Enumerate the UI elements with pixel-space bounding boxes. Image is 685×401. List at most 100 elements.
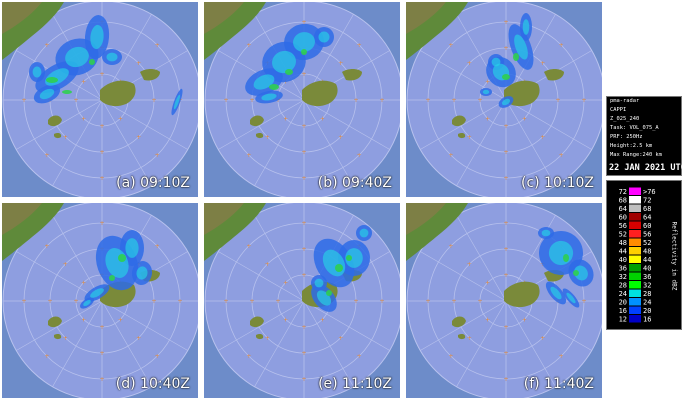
grid-ray [505, 99, 556, 186]
legend-swatch [629, 272, 641, 280]
grid-marker: + [301, 220, 306, 227]
grid-ray [420, 300, 507, 351]
grid-marker: + [21, 97, 26, 104]
formentera-island [458, 334, 466, 340]
grid-marker: + [451, 97, 456, 104]
ibiza-island [48, 316, 62, 328]
precip-echo-core [346, 255, 352, 261]
legend-title-box: Reflectivity in dBZ [668, 189, 680, 323]
grid-marker: + [155, 152, 160, 159]
legend-title: Reflectivity in dBZ [670, 221, 678, 291]
precip-echo-moderate [550, 286, 562, 300]
legend-high-value: 20 [643, 307, 651, 315]
grid-marker: + [301, 19, 306, 26]
legend-high-value: 36 [643, 273, 651, 281]
grid-marker: + [73, 97, 78, 104]
grid-marker: + [223, 298, 228, 305]
grid-marker: + [301, 324, 306, 331]
mallorca-island [302, 80, 338, 107]
legend-swatch [629, 187, 641, 195]
grid-marker: + [467, 60, 472, 67]
grid-marker: + [485, 280, 490, 287]
panel-time-label: (c) 10:10Z [520, 175, 594, 191]
grid-marker: + [177, 298, 182, 305]
radar-image: ++++++++++++++++++++++++ [406, 203, 602, 398]
grid-marker: + [246, 152, 251, 159]
grid-marker: + [47, 298, 52, 305]
grid-marker: + [283, 280, 288, 287]
legend-low-value: 64 [619, 205, 627, 213]
radar-panel: ++++++++++++++++++++++++(a) 09:10Z [2, 2, 198, 197]
mainland-relief [406, 2, 446, 34]
legend-high-value: 56 [643, 231, 651, 239]
grid-ray [16, 300, 103, 351]
precip-echo-moderate [574, 265, 588, 281]
grid-marker: + [63, 335, 68, 342]
legend-high-value: 24 [643, 299, 651, 307]
legend-swatch [629, 247, 641, 255]
grid-marker: + [301, 123, 306, 130]
precip-echo-core [269, 84, 279, 90]
precip-echo-moderate [314, 278, 324, 288]
grid-marker: + [581, 298, 586, 305]
grid-marker: + [99, 324, 104, 331]
grid-ray [101, 99, 188, 150]
legend-high-value: 28 [643, 290, 651, 298]
reflectivity-legend: 72 >76 68 72 64 68 60 64 56 60 52 56 48 52 44 48 40 44 36 4… [606, 180, 682, 330]
precip-echo-moderate [491, 57, 501, 67]
grid-ray [456, 99, 507, 186]
grid-marker: + [301, 272, 306, 279]
legend-swatch [629, 255, 641, 263]
panel-time-label: (a) 09:10Z [116, 175, 190, 191]
grid-marker: + [63, 134, 68, 141]
legend-low-value: 60 [619, 214, 627, 222]
precip-echo-moderate [136, 266, 148, 280]
precip-echo-core [573, 270, 579, 276]
legend-high-value: 64 [643, 214, 651, 222]
info-max-range: Max Range:240 km [610, 152, 662, 158]
grid-marker: + [151, 298, 156, 305]
grid-ray [456, 300, 507, 387]
grid-marker: + [540, 60, 545, 67]
grid-marker: + [301, 71, 306, 78]
grid-ray [303, 300, 390, 351]
panel-time-label: (b) 09:40Z [317, 175, 392, 191]
formentera-island [54, 133, 62, 139]
grid-marker: + [44, 353, 49, 360]
ibiza-island [250, 115, 264, 127]
radar-panel: ++++++++++++++++++++++++(f) 11:40Z [406, 203, 602, 398]
grid-ray [303, 99, 390, 150]
grid-marker: + [320, 115, 325, 122]
grid-marker: + [379, 298, 384, 305]
grid-marker: + [301, 246, 306, 253]
info-date: 22 JAN 2021 UTC [609, 163, 685, 173]
legend-low-value: 44 [619, 248, 627, 256]
grid-ray [101, 300, 152, 387]
legend-high-value: 60 [643, 222, 651, 230]
grid-marker: + [485, 316, 490, 323]
legend-swatch [629, 204, 641, 212]
grid-marker: + [559, 42, 564, 49]
legend-low-value: 48 [619, 239, 627, 247]
grid-marker: + [151, 97, 156, 104]
grid-ray [254, 99, 305, 186]
grid-marker: + [265, 261, 270, 268]
legend-high-value: 68 [643, 205, 651, 213]
grid-marker: + [581, 97, 586, 104]
grid-marker: + [503, 376, 508, 383]
mallorca-island [504, 281, 540, 308]
precip-echo-moderate [482, 89, 490, 95]
grid-marker: + [118, 115, 123, 122]
ibiza-island [452, 316, 466, 328]
grid-marker: + [425, 97, 430, 104]
precip-echo-core [502, 74, 510, 80]
grid-marker: + [44, 243, 49, 250]
panel-time-label: (d) 10:40Z [115, 376, 190, 392]
grid-marker: + [357, 42, 362, 49]
grid-marker: + [503, 246, 508, 253]
grid-marker: + [467, 261, 472, 268]
legend-low-value: 68 [619, 197, 627, 205]
radar-info-box: pma-radar CAPPI Z_025_240 Task: VOL_075_… [606, 96, 685, 176]
legend-low-value: 24 [619, 290, 627, 298]
grid-ray [303, 300, 354, 387]
